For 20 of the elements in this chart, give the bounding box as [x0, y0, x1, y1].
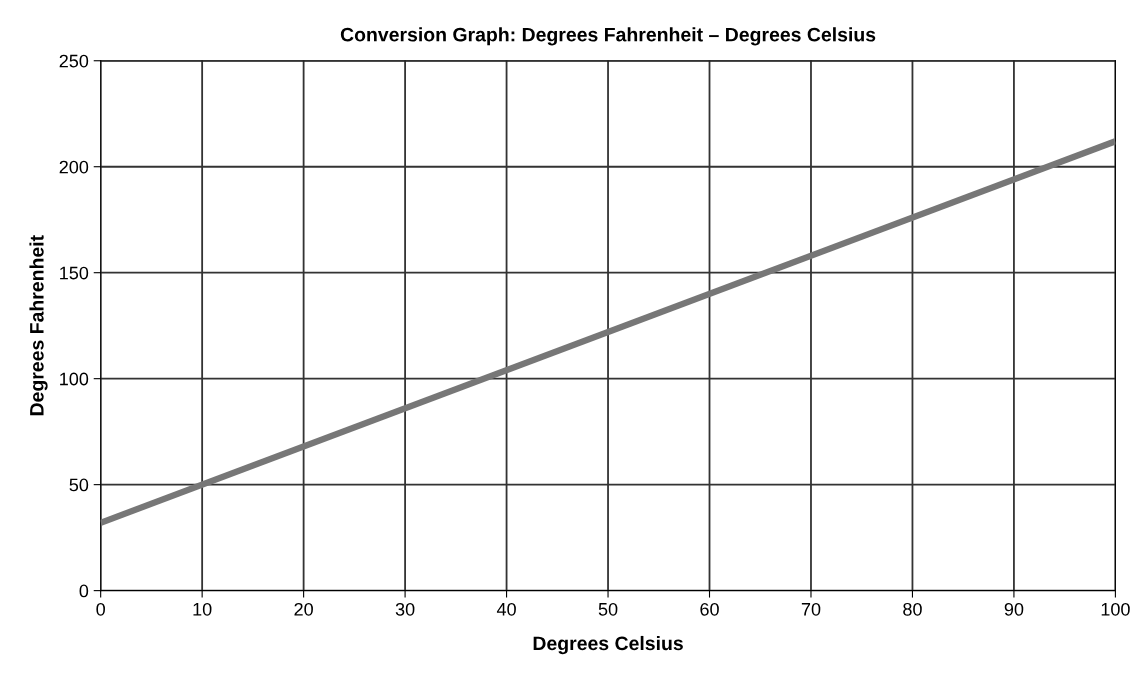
x-tick-label: 90 — [1004, 602, 1024, 616]
y-tick-label: 50 — [69, 478, 89, 492]
x-tick-label: 60 — [700, 602, 719, 616]
y-tick-label: 200 — [59, 160, 89, 174]
chart-title: Conversion Graph: Degrees Fahrenheit – Degrees Celsius — [340, 27, 876, 46]
y-tick-label: 150 — [60, 266, 89, 280]
x-tick-label: 100 — [1101, 602, 1130, 616]
y-tick-label: 250 — [59, 54, 89, 68]
x-tick-label: 0 — [96, 602, 105, 616]
y-tick-label: 100 — [60, 372, 89, 386]
x-tick-label: 10 — [193, 602, 212, 616]
y-tick-label: 0 — [79, 584, 89, 598]
x-tick-label: 50 — [598, 602, 618, 616]
x-tick-label: 70 — [801, 602, 821, 616]
x-tick-label: 30 — [395, 602, 415, 616]
x-tick-label: 20 — [294, 602, 313, 616]
x-tick-label: 40 — [496, 602, 516, 616]
x-tick-label: 80 — [903, 602, 922, 616]
x-axis-title: Degrees Celsius — [533, 635, 683, 655]
y-axis-title: Degrees Fahrenheit — [29, 235, 48, 416]
